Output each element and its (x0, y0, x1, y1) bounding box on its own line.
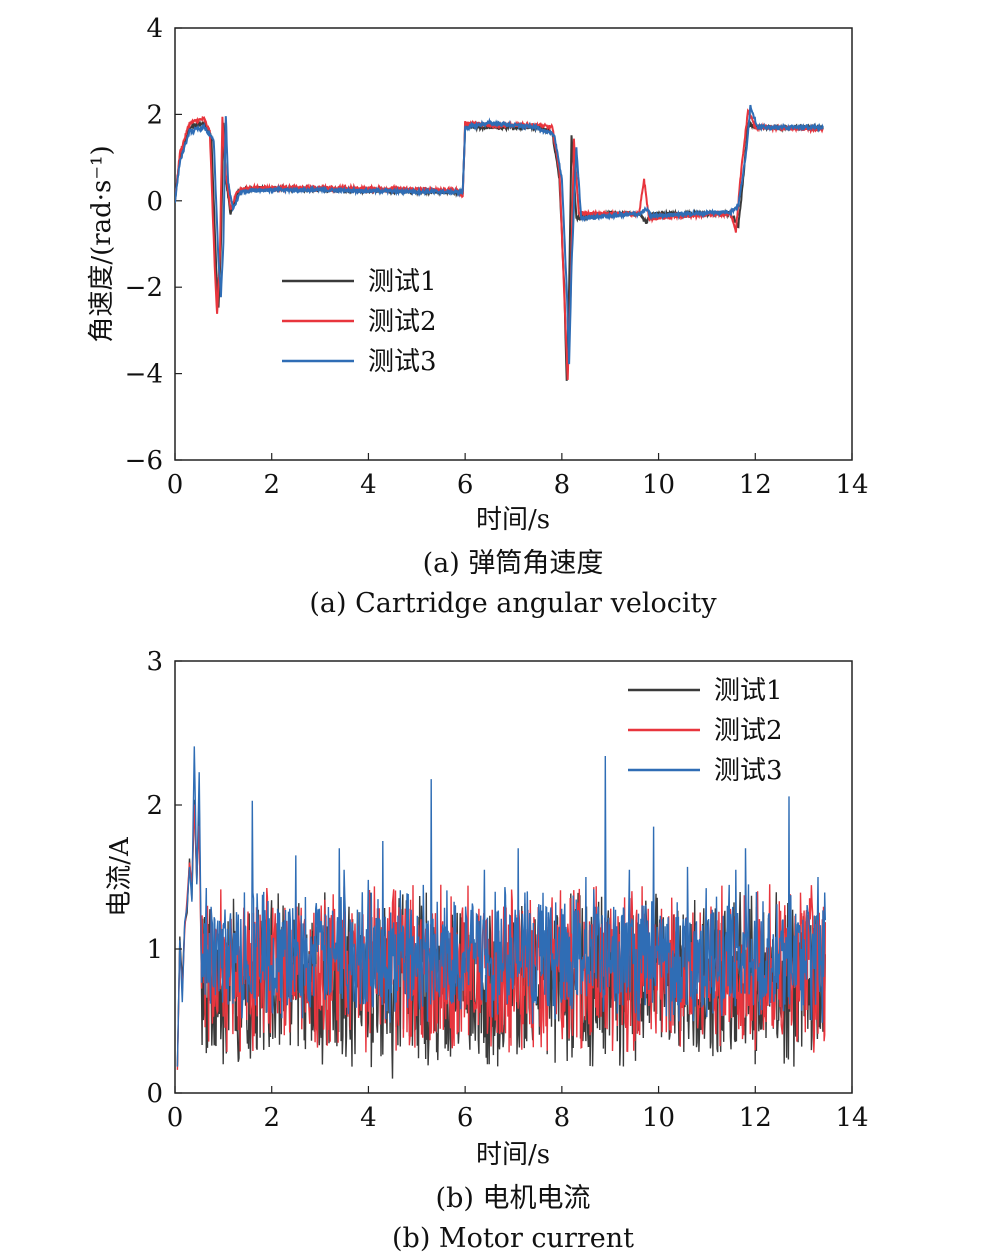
y-tick-label: 1 (146, 935, 163, 965)
legend-label-1: 测试1 (714, 676, 783, 706)
y-tick-label: 0 (146, 1079, 163, 1109)
y-axis-label-a: 角速度/(rad·s⁻¹) (87, 145, 117, 342)
series-b (176, 746, 826, 1079)
legend-label-3: 测试3 (714, 756, 783, 786)
legend-a: 测试1 测试2 测试3 (282, 267, 437, 377)
x-tick-label: 6 (457, 470, 474, 500)
legend-b: 测试1 测试2 测试3 (628, 676, 783, 786)
caption-en-a: (a) Cartridge angular velocity (309, 588, 717, 619)
x-tick-label: 4 (360, 470, 377, 500)
y-tick-label: −4 (125, 360, 163, 390)
legend-label-2: 测试2 (714, 716, 783, 746)
legend-label-1: 测试1 (368, 267, 437, 297)
x-tick-label: 0 (167, 470, 184, 500)
ticks-a: 0 2 4 6 8 10 12 14 −6 −4 −2 0 2 4 (125, 14, 869, 500)
x-tick-label: 14 (835, 1103, 868, 1133)
x-tick-label: 4 (360, 1103, 377, 1133)
plot-frame-a (174, 27, 853, 461)
caption-cn-b: (b) 电机电流 (436, 1183, 591, 1214)
y-tick-label: 2 (146, 100, 163, 130)
x-tick-label: 2 (263, 470, 280, 500)
x-tick-label: 10 (642, 470, 675, 500)
x-tick-label: 6 (457, 1103, 474, 1133)
x-tick-label: 2 (263, 1103, 280, 1133)
legend-label-2: 测试2 (368, 307, 437, 337)
x-tick-label: 10 (642, 1103, 675, 1133)
legend-label-3: 测试3 (368, 347, 437, 377)
x-tick-label: 12 (739, 1103, 772, 1133)
y-axis-label-b: 电流/A (105, 836, 135, 917)
caption-cn-a: (a) 弹筒角速度 (423, 548, 604, 579)
y-tick-label: 0 (146, 187, 163, 217)
series-line-3 (176, 746, 826, 1067)
x-tick-label: 12 (739, 470, 772, 500)
y-tick-label: −6 (125, 446, 163, 476)
y-tick-label: −2 (125, 273, 163, 303)
x-tick-label: 8 (554, 470, 571, 500)
x-axis-label-b: 时间/s (476, 1140, 550, 1170)
y-tick-label: 2 (146, 791, 163, 821)
y-tick-label: 4 (146, 14, 163, 44)
x-axis-label-a: 时间/s (476, 505, 550, 535)
panel-a: 0 2 4 6 8 10 12 14 −6 −4 −2 0 2 4 测试1 测试2 测试3 时间/s 角速度/… (87, 14, 869, 619)
series-a (175, 104, 824, 381)
caption-en-b: (b) Motor current (392, 1223, 634, 1254)
x-tick-label: 14 (835, 470, 868, 500)
series-line-3 (175, 104, 824, 365)
y-tick-label: 3 (146, 647, 163, 677)
x-tick-label: 0 (167, 1103, 184, 1133)
x-tick-label: 8 (554, 1103, 571, 1133)
